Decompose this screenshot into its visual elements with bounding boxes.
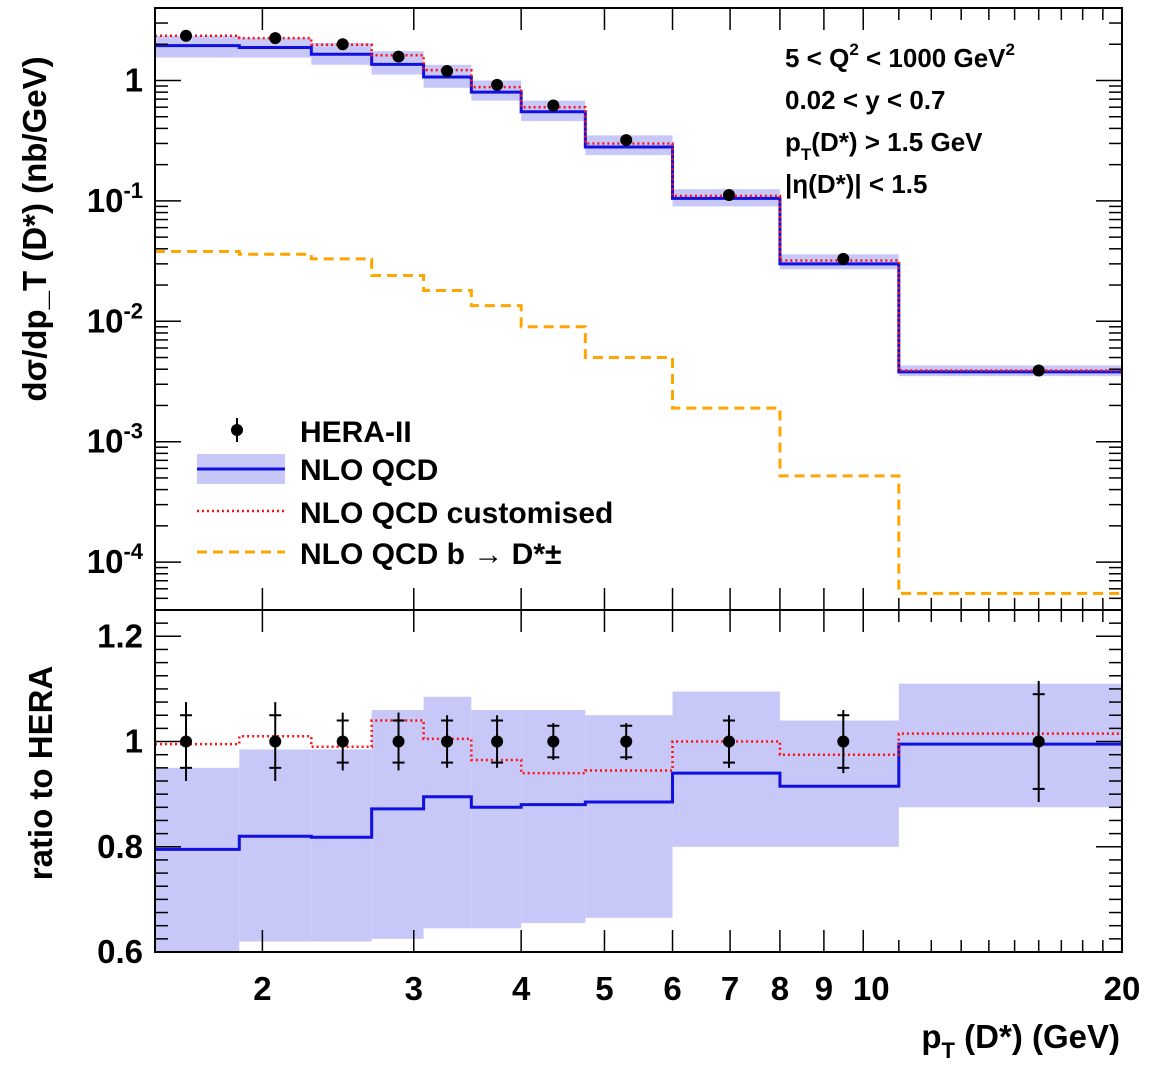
legend-label: NLO QCD xyxy=(300,454,438,487)
x-tick-label: 5 xyxy=(595,970,613,1007)
bottom-y-axis-label: ratio to HERA xyxy=(22,666,59,881)
legend-label: HERA-II xyxy=(300,416,412,449)
x-tick-label: 9 xyxy=(815,970,833,1007)
top-data-points xyxy=(180,29,1045,377)
annotation-sup: 2 xyxy=(1006,40,1015,59)
top-y-tick-label: 10-4 xyxy=(87,539,144,580)
tick-base: 10 xyxy=(87,423,124,460)
annotation-sub: T xyxy=(801,145,812,164)
tick-exponent: -4 xyxy=(123,539,143,564)
x-label-rest: (D*) (GeV) xyxy=(955,1018,1120,1055)
bottom-band-bin xyxy=(672,691,780,847)
bottom-y-tick-label: 1 xyxy=(125,723,143,760)
top-data-point xyxy=(336,38,349,51)
top-data-point xyxy=(837,252,850,265)
bottom-data-points xyxy=(180,681,1045,803)
annotation-text: < 1000 GeV xyxy=(859,43,1006,73)
bottom-data-point xyxy=(723,735,736,748)
x-label-sub: T xyxy=(942,1038,956,1063)
bottom-data-point xyxy=(269,735,282,748)
bottom-plot-frame xyxy=(154,609,1123,953)
top-y-axis-ticks: 110-110-210-310-4 xyxy=(87,7,1122,611)
tick-exponent: -1 xyxy=(123,178,143,203)
x-label-main: p xyxy=(921,1018,941,1055)
top-data-point xyxy=(180,29,193,42)
tick-base: 10 xyxy=(87,182,124,219)
x-axis-label: pT (D*) (GeV) xyxy=(921,1018,1120,1063)
top-y-axis-label: dσ/dp_T (D*) (nb/GeV) xyxy=(16,56,53,401)
annotation-line: 5 < Q2 < 1000 GeV2 xyxy=(785,40,1015,73)
bottom-data-point xyxy=(441,735,454,748)
tick-base: 10 xyxy=(87,302,124,339)
annotation-text: 0.02 < y < 0.7 xyxy=(785,85,945,115)
top-data-point xyxy=(547,99,560,112)
x-axis-tick-labels: 2 3 4 5 6 7 8 9 10 20 xyxy=(253,970,1140,1007)
x-tick-label: 2 xyxy=(253,970,271,1007)
top-data-point xyxy=(441,64,454,77)
bottom-y-tick-label: 0.6 xyxy=(97,933,143,970)
x-tick-label: 8 xyxy=(771,970,789,1007)
x-tick-label: 7 xyxy=(721,970,739,1007)
top-data-point xyxy=(392,50,405,63)
top-y-tick-label: 10-1 xyxy=(87,178,143,219)
bottom-y-tick-label: 0.8 xyxy=(97,828,143,865)
annotation-text: 5 < Q xyxy=(785,43,849,73)
bottom-data-point xyxy=(392,735,405,748)
bottom-data-point xyxy=(620,735,633,748)
top-nlo-uncertainty-band xyxy=(155,35,1122,377)
x-tick-label: 6 xyxy=(663,970,681,1007)
annotation-text: |η(D*)| < 1.5 xyxy=(785,169,927,199)
legend-label: NLO QCD customised xyxy=(300,497,613,530)
legend-label: NLO QCD b → D*± xyxy=(300,538,561,571)
tick-exponent: -2 xyxy=(123,298,143,323)
annotation-line: |η(D*)| < 1.5 xyxy=(785,169,927,199)
annotation-line: 0.02 < y < 0.7 xyxy=(785,85,945,115)
top-data-point xyxy=(269,32,282,45)
bottom-band-bin xyxy=(311,749,372,942)
bottom-data-point xyxy=(1032,735,1045,748)
x-tick-label: 3 xyxy=(405,970,423,1007)
top-y-tick-label: 10-2 xyxy=(87,298,143,339)
tick-exponent: -3 xyxy=(123,419,143,444)
legend: HERA-II NLO QCD NLO QCD customised NLO QCD … xyxy=(197,416,613,571)
top-data-point xyxy=(491,78,504,91)
bottom-band-bin xyxy=(155,767,240,952)
top-nlo-customised-line xyxy=(155,34,1122,372)
bottom-data-point xyxy=(837,735,850,748)
top-nlo-qcd-line xyxy=(155,44,1122,374)
bottom-panel: 0.6 0.8 1 1.2 ratio to HERA xyxy=(22,609,1123,970)
annotation-line: pT(D*) > 1.5 GeV xyxy=(785,127,983,164)
top-y-tick-label: 10-3 xyxy=(87,419,143,460)
bottom-y-tick-label: 1.2 xyxy=(97,617,143,654)
top-panel: 110-110-210-310-4 dσ/dp_T (D*) (nb/GeV) … xyxy=(16,7,1123,611)
bottom-nlo-qcd-ratio-line xyxy=(155,742,1122,851)
top-band-bin xyxy=(371,51,424,75)
bottom-data-point xyxy=(491,735,504,748)
bottom-data-point xyxy=(336,735,349,748)
bottom-data-point xyxy=(180,735,193,748)
annotation-text: p xyxy=(785,127,801,157)
top-y-tick-label: 1 xyxy=(125,61,143,98)
top-x-axis-ticks xyxy=(261,8,1123,610)
bottom-data-point xyxy=(547,735,560,748)
bottom-band-bin xyxy=(585,715,673,918)
tick-base: 10 xyxy=(87,543,124,580)
x-tick-label: 4 xyxy=(512,970,531,1007)
bottom-y-axis-ticks: 0.6 0.8 1 1.2 xyxy=(97,609,1122,970)
bottom-band-bin xyxy=(239,749,312,942)
annotation-sup: 2 xyxy=(849,40,858,59)
x-tick-label: 10 xyxy=(853,970,890,1007)
annotation-text: (D*) > 1.5 GeV xyxy=(811,127,983,157)
bottom-nlo-uncertainty-band xyxy=(155,683,1122,952)
top-data-point xyxy=(620,134,633,147)
top-data-point xyxy=(723,188,736,201)
top-nlo-b-contribution-line xyxy=(155,249,1122,595)
x-tick-label: 20 xyxy=(1104,970,1141,1007)
